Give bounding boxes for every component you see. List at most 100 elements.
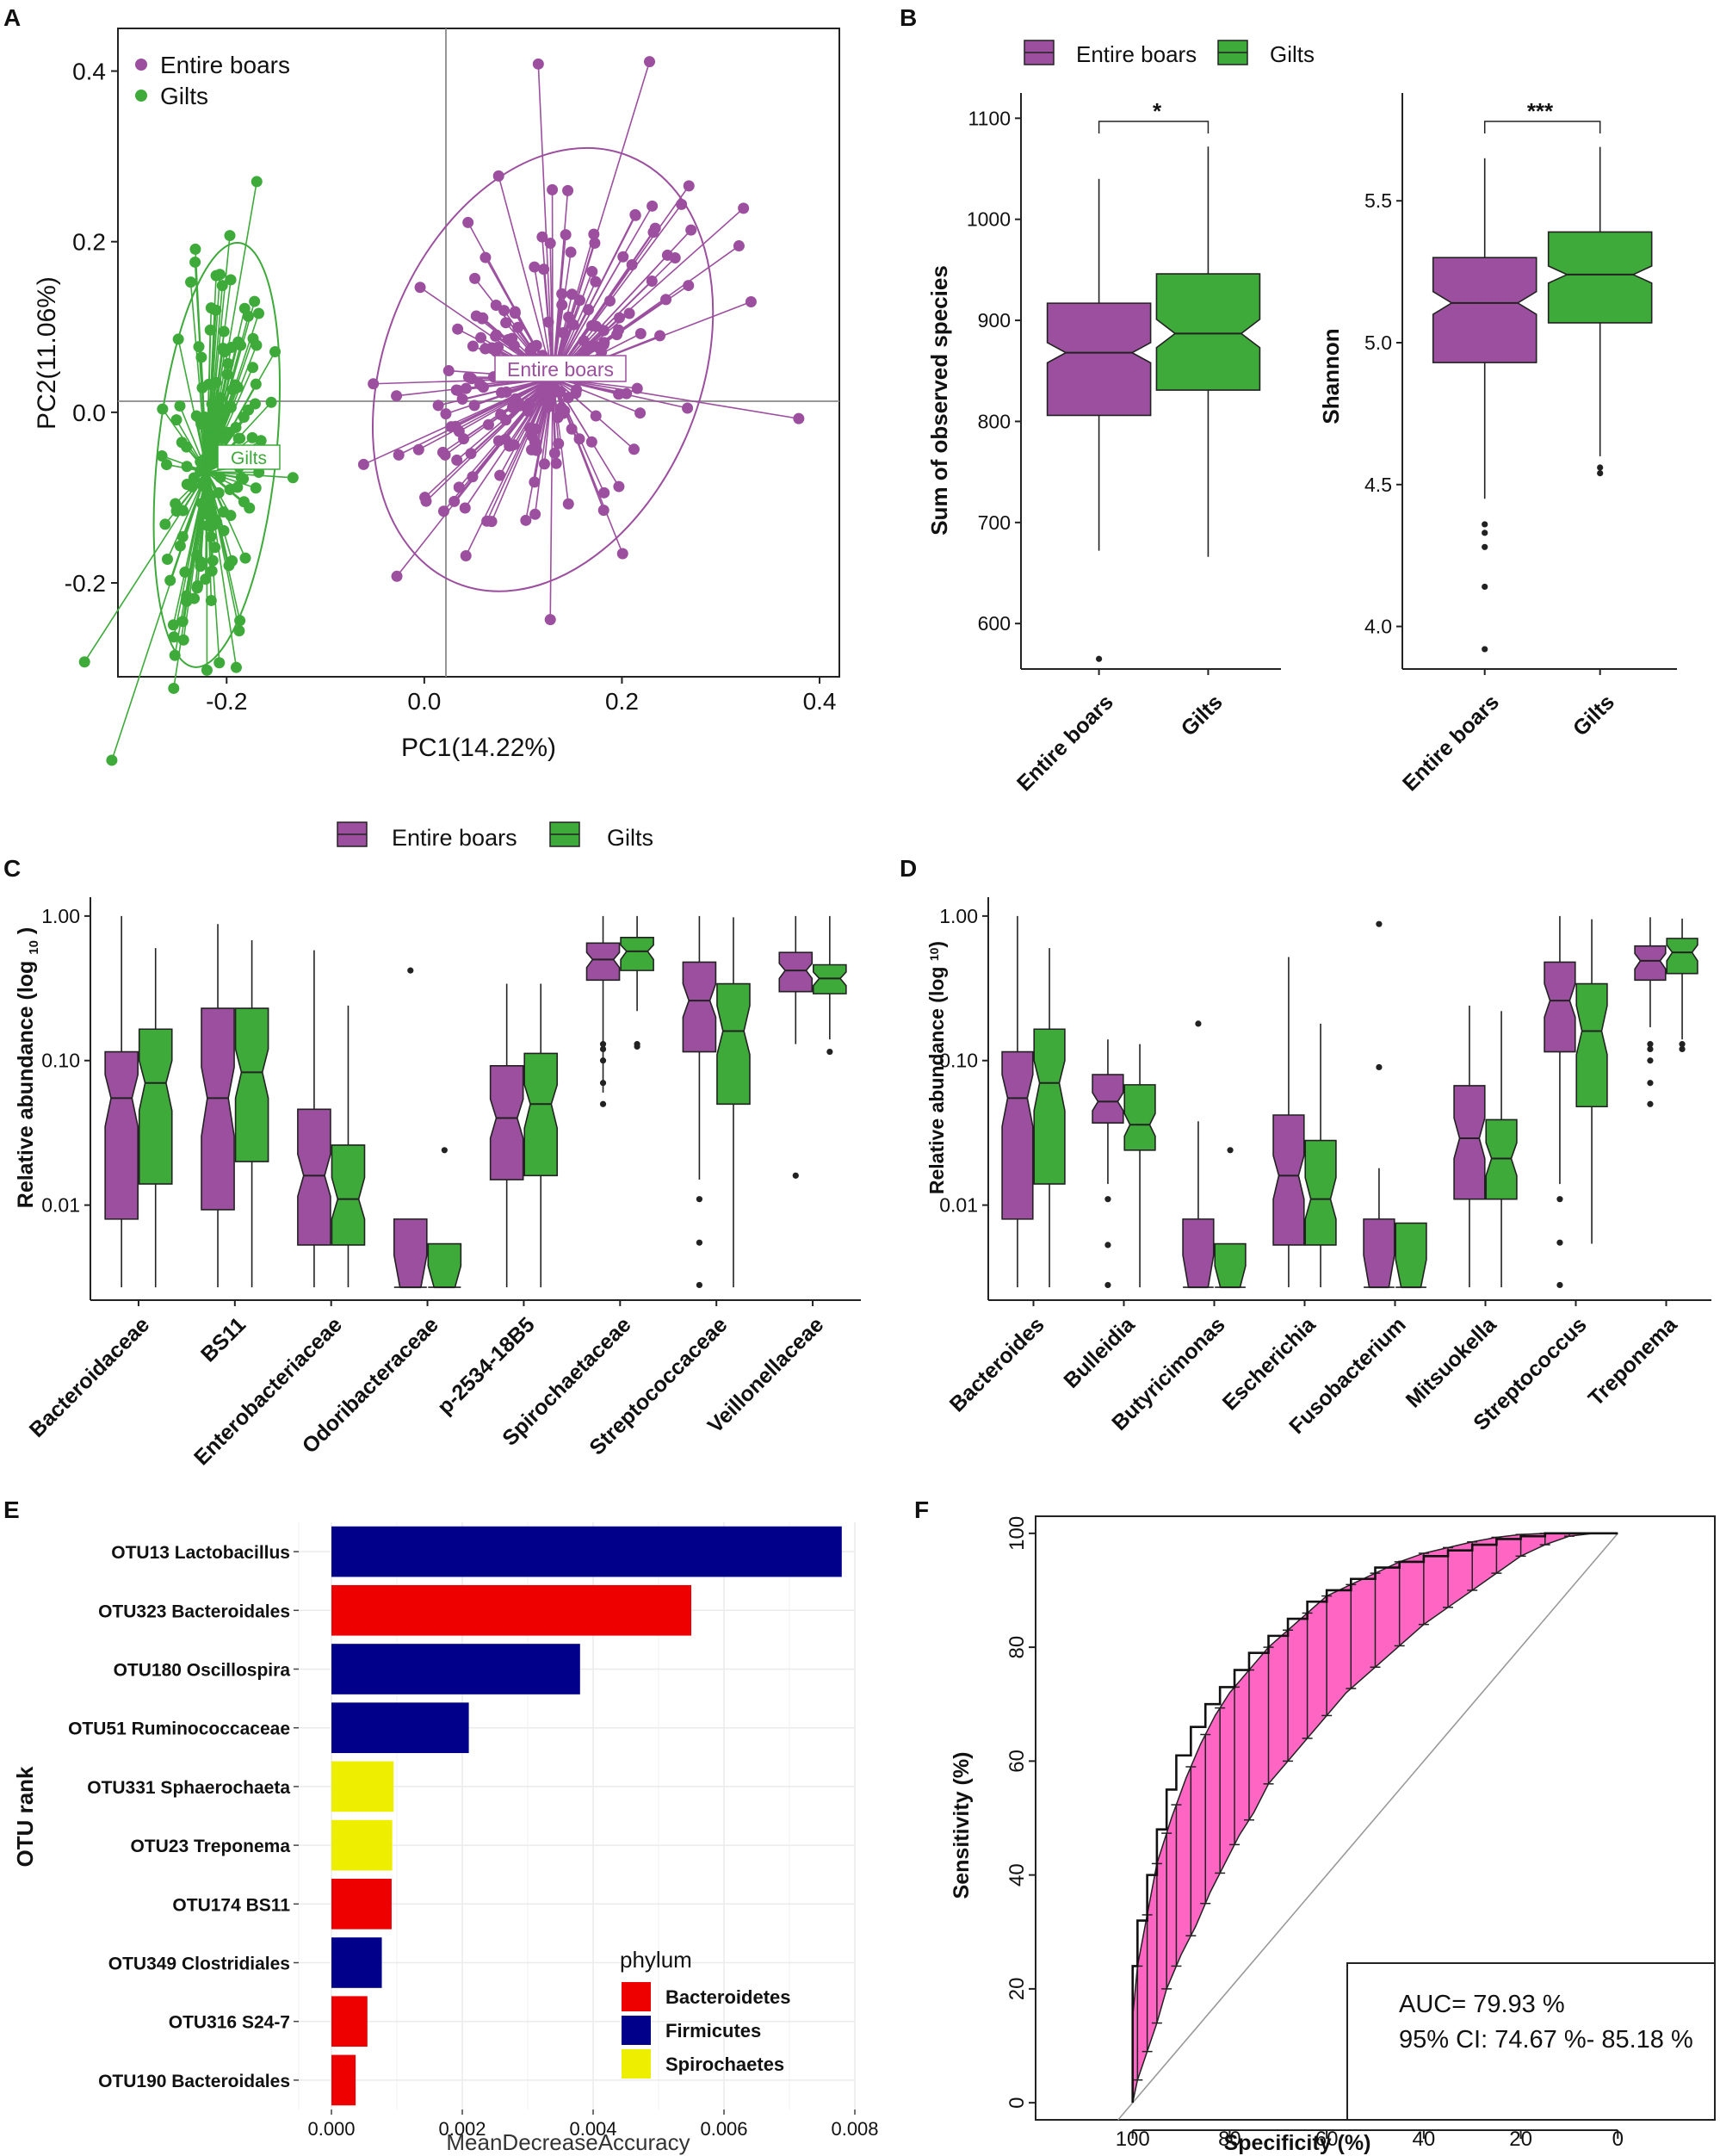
b1-ytick-label: 600: [978, 612, 1011, 635]
d-plot-ytick-label: 1.00: [939, 905, 978, 927]
panel-a-point-gilts: [235, 472, 247, 484]
panel-a-point-gilts: [189, 243, 201, 255]
panel-a-point-gilts: [269, 346, 282, 358]
panel-a-point-boars: [621, 387, 633, 400]
panel-a-point-gilts: [200, 573, 212, 585]
panel-a-point-boars: [506, 401, 518, 413]
panel-e-ytick-label: OTU323 Bacteroidales: [98, 1602, 290, 1621]
panel-a-point-boars: [588, 228, 600, 240]
panel-f-diagonal: [1117, 1533, 1618, 2121]
panel-a-ray: [164, 471, 207, 525]
panel-a-point-boars: [582, 304, 594, 316]
panel-a-point-gilts: [216, 280, 228, 292]
panel-a-ellipse-boars: [372, 146, 715, 592]
panel-a-point-boars: [626, 258, 638, 270]
panel-e-xtick-label: 0.000: [307, 2118, 355, 2140]
panel-a-point-boars: [458, 433, 470, 445]
panel-a-point-gilts: [168, 682, 180, 694]
panel-e-bar: [331, 1526, 842, 1577]
panel-a-point-gilts: [195, 465, 207, 477]
c-plot-boars-7-box: [778, 951, 814, 993]
panel-e-ytick-label: OTU180 Oscillospira: [114, 1661, 291, 1681]
b1-ytick-label: 700: [978, 511, 1011, 534]
panel-e-xtick-label: 0.008: [831, 2118, 878, 2140]
d-plot-gilts-5-box: [1485, 1118, 1518, 1200]
panel-c-letter: C: [3, 855, 21, 882]
panel-a-point-boars: [462, 216, 474, 228]
panel-a-point-boars: [590, 276, 602, 288]
panel-a-point-gilts: [223, 560, 235, 572]
b2-ytick-label: 4.0: [1364, 616, 1392, 638]
c-plot-boars-5-box: [585, 942, 621, 982]
panel-f-xtick-label: 0: [1612, 2128, 1624, 2151]
panel-a-point-boars: [556, 299, 568, 311]
c-plot-gilts-6-box: [716, 982, 751, 1106]
panel-a-point-boars: [432, 400, 444, 412]
panel-a-point-boars: [571, 384, 583, 396]
panel-a-point-gilts: [204, 449, 216, 461]
panel-c-ylabel: Relative abundance (log 10 ): [14, 927, 41, 1208]
panel-a-ytick-label: 0.0: [72, 400, 106, 426]
panel-a-point-gilts: [207, 515, 220, 527]
panel-f-xtick-label: 20: [1509, 2128, 1532, 2151]
panel-e-legend-label: Firmicutes: [665, 2020, 761, 2041]
d-plot-ytick-label: 0.01: [939, 1194, 978, 1217]
panel-a-point-gilts: [202, 419, 214, 431]
panel-a-point-boars: [452, 384, 464, 396]
c-plot-gilts-1-box: [234, 1007, 269, 1162]
b2-gilts-outlier: [1597, 464, 1604, 471]
d-plot-boars-4-outlier: [1376, 920, 1383, 927]
panel-a-point-boars: [589, 237, 601, 249]
panel-a-point-boars: [550, 457, 562, 469]
panel-a-point-boars: [660, 294, 672, 306]
panel-a-legend-dot-gilts: [135, 90, 147, 102]
d-plot-boars-6-outlier: [1556, 1239, 1563, 1246]
c-plot-boars-3-box: [393, 1218, 428, 1288]
panel-f-xlabel: Specificity (%): [1224, 2131, 1371, 2155]
d-plot-gilts-7-outlier: [1679, 1041, 1686, 1048]
panel-a-point-gilts: [195, 455, 207, 468]
panel-a-point-gilts: [226, 342, 238, 354]
panel-a-ray: [552, 377, 799, 419]
c-plot-boars-6-outlier: [696, 1281, 703, 1289]
panel-e-xtick-label: 0.002: [438, 2118, 486, 2140]
panel-a-xtick-label: 0.2: [605, 688, 639, 715]
panel-a-point-gilts: [168, 631, 180, 643]
panel-a-ray: [177, 338, 208, 473]
panel-a-point-boars: [685, 224, 697, 236]
panel-a-point-gilts: [251, 339, 263, 351]
c-plot-ytick-label: 1.00: [41, 905, 80, 927]
panel-a-point-boars: [462, 371, 474, 383]
panel-a-point-gilts: [106, 754, 118, 766]
d-plot-boars-1-outlier: [1104, 1196, 1111, 1203]
b2-xtick-label: Entire boars: [1398, 690, 1504, 796]
panel-a-point-gilts: [194, 412, 206, 424]
panel-a-point-gilts: [224, 484, 236, 496]
d-plot-boars-3-box: [1272, 1114, 1305, 1246]
d-plot-gilts-6-box: [1575, 982, 1608, 1108]
panel-a-point-gilts: [181, 590, 193, 602]
panel-f-xtick-label: 40: [1413, 2128, 1436, 2151]
panel-a-point-boars: [357, 458, 369, 470]
panel-a-point-gilts: [221, 369, 233, 381]
d-plot-gilts-4-box: [1395, 1222, 1427, 1288]
panel-a-point-gilts: [213, 424, 225, 437]
panel-a-point-boars: [547, 183, 559, 195]
panel-a-point-gilts: [156, 449, 168, 462]
c-plot-gilts-0-box: [138, 1028, 173, 1185]
panel-e-ytick-label: OTU51 Ruminococcaceae: [68, 1719, 290, 1739]
panel-a-point-gilts: [169, 649, 181, 661]
panel-b1-ylabel: Sum of observed species: [926, 265, 952, 536]
panel-f-xtick-label: 80: [1218, 2128, 1241, 2151]
panel-a-legend-dot-boars: [135, 59, 147, 71]
panel-a-point-boars: [557, 326, 569, 338]
panel-a-point-gilts: [204, 324, 216, 336]
c-plot-gilts-7-outlier: [826, 1048, 833, 1056]
panel-a-point-gilts: [209, 542, 221, 554]
panel-c-ylabel-main: Relative abundance (log: [14, 955, 38, 1209]
panel-a-point-boars: [544, 614, 556, 626]
panel-a-point-boars: [654, 330, 666, 342]
panel-a-point-boars: [529, 476, 541, 488]
panel-a-point-boars: [586, 265, 598, 277]
